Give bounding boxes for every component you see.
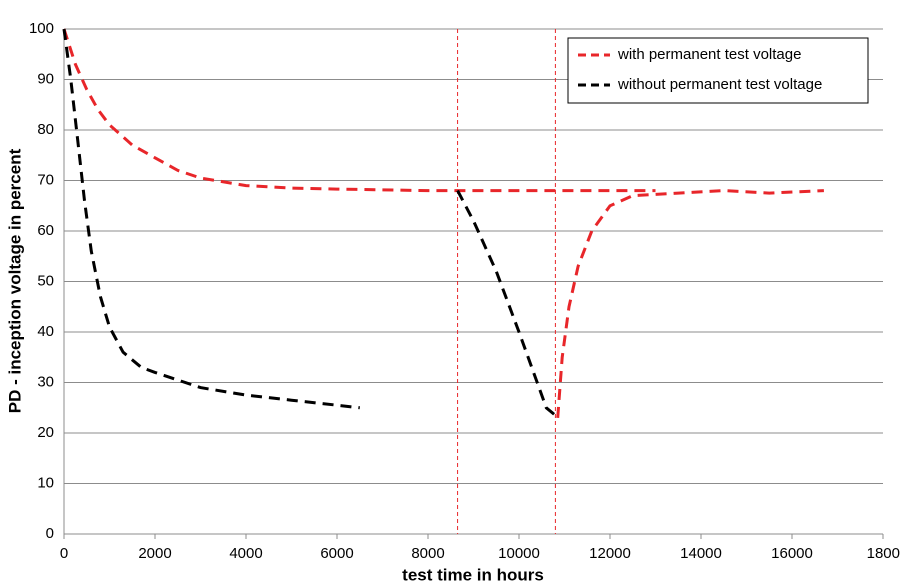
series-line [62, 28, 557, 417]
y-tick-label: 20 [37, 424, 54, 441]
legend-box [567, 37, 869, 104]
x-tick-label: 6000 [320, 545, 353, 562]
x-tick-label: 1800 [867, 545, 900, 562]
x-tick-label: 4000 [229, 545, 262, 562]
x-tick-label: 14000 [680, 545, 722, 562]
y-tick-label: 0 [46, 525, 54, 542]
legend-label: with permanent test voltage [617, 46, 801, 63]
y-tick-label: 30 [37, 373, 54, 390]
x-tick-label: 0 [60, 545, 68, 562]
y-tick-label: 10 [37, 474, 54, 491]
x-axis-title: test time in hours [402, 565, 544, 584]
y-tick-label: 100 [29, 20, 54, 37]
x-tick-label: 2000 [138, 545, 171, 562]
series-line [62, 28, 824, 419]
y-tick-label: 70 [37, 171, 54, 188]
y-tick-label: 50 [37, 272, 54, 289]
x-tick-label: 16000 [771, 545, 813, 562]
y-axis-title: PD - inception voltage in percent [5, 148, 24, 413]
x-tick-label: 12000 [589, 545, 631, 562]
y-tick-label: 40 [37, 323, 54, 340]
x-tick-label: 10000 [498, 545, 540, 562]
legend-label: without permanent test voltage [617, 76, 822, 93]
x-tick-label: 8000 [411, 545, 444, 562]
y-tick-label: 80 [37, 121, 54, 138]
y-tick-label: 90 [37, 70, 54, 87]
y-tick-label: 60 [37, 222, 54, 239]
